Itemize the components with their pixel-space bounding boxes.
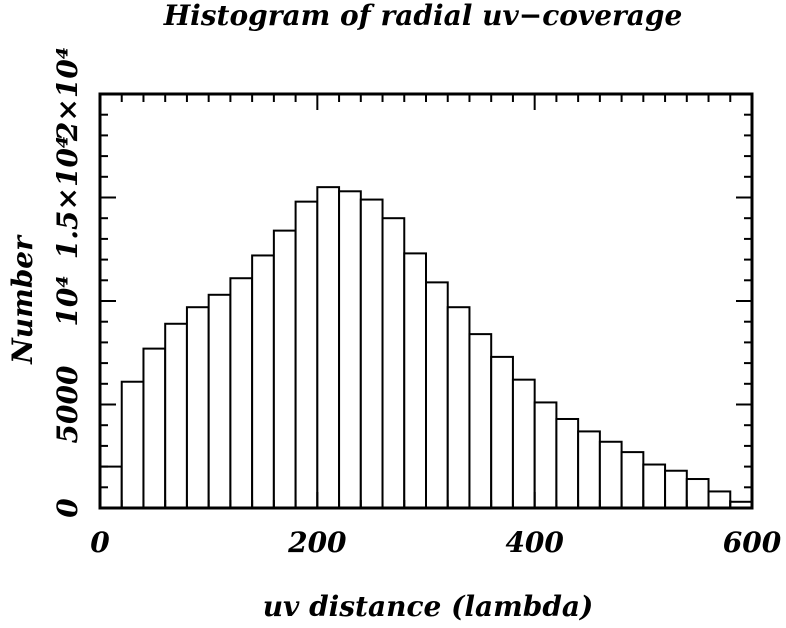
histogram-bar xyxy=(294,200,319,509)
histogram-bar xyxy=(229,277,254,510)
histogram-bar xyxy=(316,186,341,509)
histogram-bar xyxy=(620,451,645,509)
histogram-bar xyxy=(664,469,688,509)
histogram-bar xyxy=(381,217,406,509)
histogram-bar xyxy=(251,254,275,509)
x-tick-label: 0 xyxy=(90,526,110,559)
histogram-bar xyxy=(555,417,580,509)
histogram-bar xyxy=(533,401,558,509)
x-tick-labels: 0 200 400 600 xyxy=(90,526,781,559)
x-axis-label: uv distance (lambda) xyxy=(263,590,594,623)
histogram-bar xyxy=(403,252,427,509)
histogram-bar xyxy=(164,322,188,509)
histogram-bar xyxy=(511,378,536,509)
histogram-bar xyxy=(425,281,449,509)
histogram-bar xyxy=(490,355,514,510)
x-tick-label: 200 xyxy=(287,526,347,559)
histogram-bar xyxy=(185,306,210,509)
histogram-bar xyxy=(207,293,232,510)
y-tick-label: 5000 xyxy=(51,365,84,443)
y-tick-label: 10⁴ xyxy=(51,275,84,326)
axis-ticks xyxy=(99,93,753,509)
histogram-bar xyxy=(468,333,493,509)
histogram-bar xyxy=(272,229,297,509)
y-tick-label: 2×10⁴ xyxy=(51,47,84,142)
bars xyxy=(99,186,753,510)
histogram-bar xyxy=(577,430,601,509)
histogram-bar xyxy=(120,380,145,510)
histogram-bar xyxy=(338,190,362,509)
chart-title: Histogram of radial uv−coverage xyxy=(163,0,683,32)
y-axis-label: Number xyxy=(6,234,39,365)
histogram-bar xyxy=(642,463,667,509)
x-tick-label: 400 xyxy=(505,526,564,559)
histogram-bar xyxy=(446,306,471,509)
histogram-bar xyxy=(707,490,732,510)
y-tick-label: 0 xyxy=(51,498,84,518)
x-tick-label: 600 xyxy=(723,526,782,559)
histogram-bar xyxy=(598,440,623,510)
y-tick-label: 1.5×10⁴ xyxy=(51,136,84,259)
histogram-bar xyxy=(142,347,167,509)
histogram-bar xyxy=(685,478,710,509)
histogram-bar xyxy=(359,198,384,509)
